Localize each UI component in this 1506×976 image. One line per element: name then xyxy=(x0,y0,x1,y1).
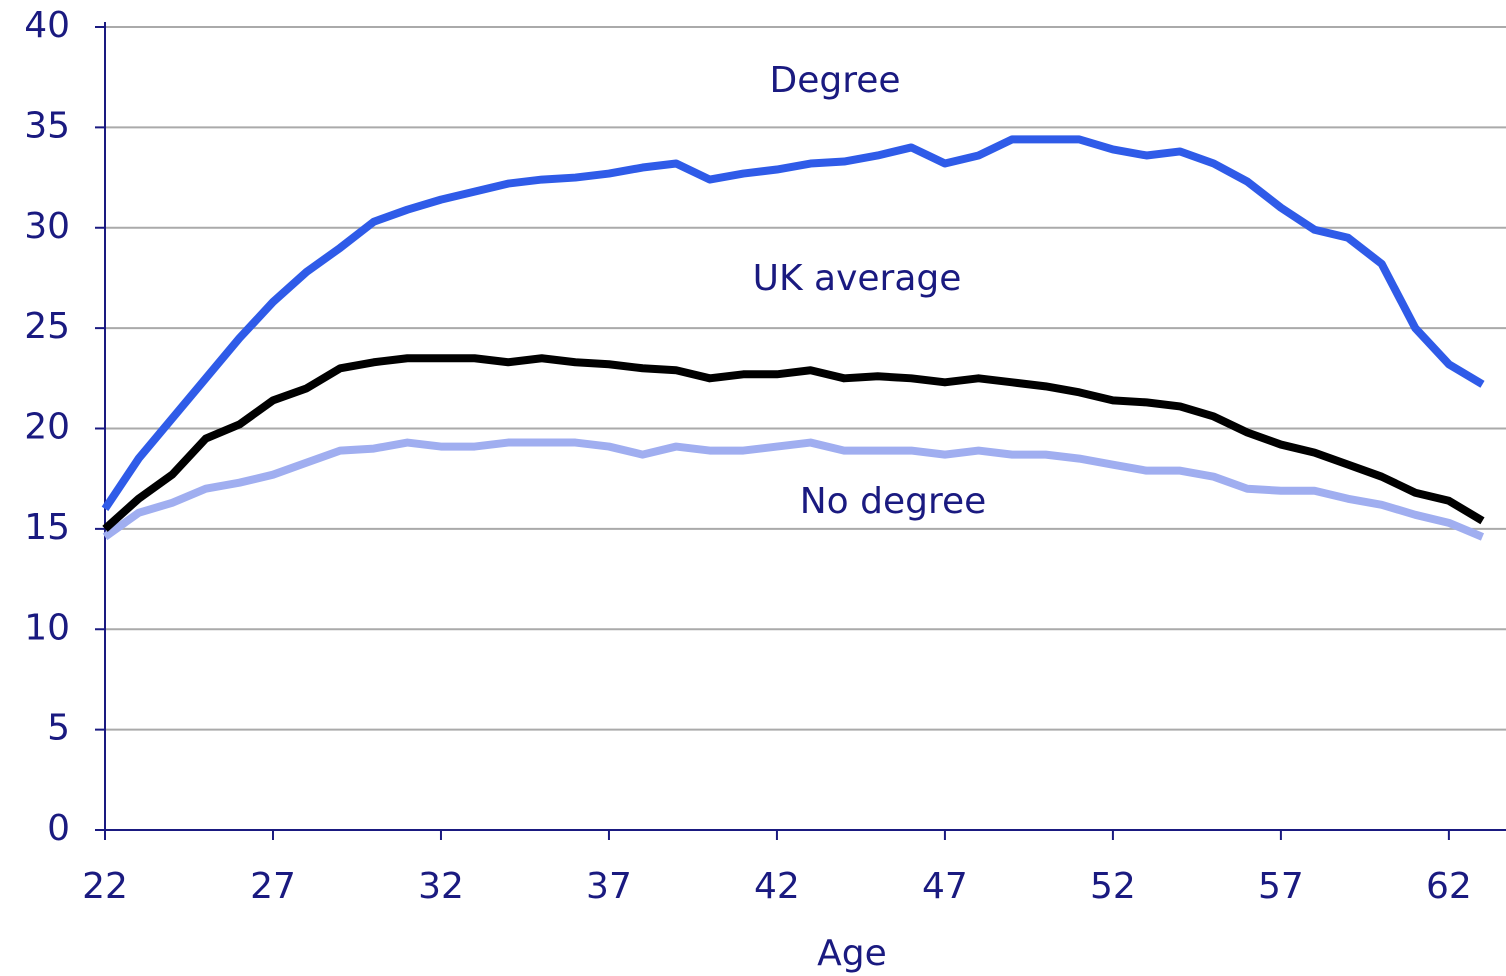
series-label: Degree xyxy=(769,60,900,101)
y-tick-label: 20 xyxy=(24,407,70,448)
x-tick-label: 62 xyxy=(1426,866,1472,907)
x-axis-label: Age xyxy=(817,933,887,974)
x-tick-label: 37 xyxy=(586,866,632,907)
y-tick-label: 15 xyxy=(24,507,70,548)
y-tick-label: 10 xyxy=(24,607,70,648)
x-tick-label: 47 xyxy=(922,866,968,907)
series-label: UK average xyxy=(753,258,962,299)
x-tick-label: 52 xyxy=(1090,866,1136,907)
x-tick-label: 42 xyxy=(754,866,800,907)
series-line xyxy=(102,354,1485,532)
series-label: No degree xyxy=(800,481,987,522)
series-line xyxy=(101,135,1485,512)
y-tick-label: 35 xyxy=(24,105,70,146)
y-tick-label: 25 xyxy=(24,306,70,347)
y-tick-label: 5 xyxy=(47,708,70,749)
y-tick-label: 0 xyxy=(47,808,70,849)
x-tick-label: 27 xyxy=(250,866,296,907)
x-tick-label: 32 xyxy=(418,866,464,907)
x-tick-label: 57 xyxy=(1258,866,1304,907)
y-tick-label: 30 xyxy=(24,206,70,247)
y-tick-label: 40 xyxy=(24,5,70,46)
x-tick-label: 22 xyxy=(82,866,128,907)
series-line xyxy=(102,438,1485,541)
